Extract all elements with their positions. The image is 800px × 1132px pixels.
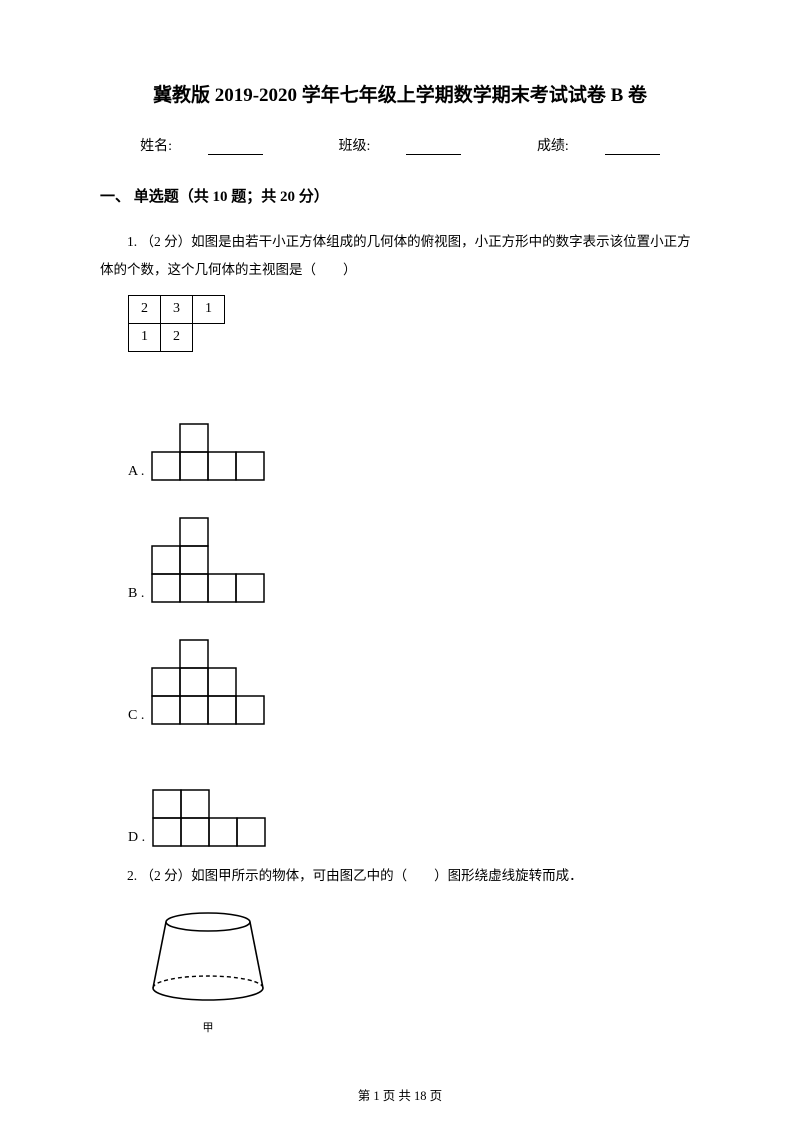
choice-figure-A xyxy=(150,366,266,482)
section-1-heading: 一、 单选题（共 10 题；共 20 分） xyxy=(100,185,700,206)
grid-cell: 1 xyxy=(193,295,225,323)
grid-cell: 3 xyxy=(161,295,193,323)
question-2-text: 2. （2 分）如图甲所示的物体，可由图乙中的（ ）图形绕虚线旋转而成． xyxy=(100,862,700,890)
class-blank xyxy=(406,141,461,155)
choice-figure-C xyxy=(150,610,266,726)
grid-cell: 2 xyxy=(161,323,193,351)
choice-figure-B xyxy=(150,488,266,604)
score-label: 成绩: xyxy=(537,139,569,154)
q1-top-view-grid: 23112 xyxy=(128,295,700,352)
grid-cell xyxy=(193,323,225,351)
score-field: 成绩: xyxy=(519,139,678,154)
grid-cell: 1 xyxy=(129,323,161,351)
q2-figure-cup: 甲 xyxy=(138,908,278,1035)
choice-label-B: B . xyxy=(128,586,144,604)
name-label: 姓名: xyxy=(140,139,172,154)
score-blank xyxy=(605,141,660,155)
page-footer: 第 1 页 共 18 页 xyxy=(0,1085,800,1104)
choice-D: D . xyxy=(128,732,700,848)
student-info-line: 姓名: 班级: 成绩: xyxy=(100,135,700,155)
choice-A: A . xyxy=(128,366,700,482)
choice-label-A: A . xyxy=(128,464,144,482)
class-field: 班级: xyxy=(321,139,480,154)
class-label: 班级: xyxy=(339,139,371,154)
question-1-text: 1. （2 分）如图是由若干小正方体组成的几何体的俯视图，小正方形中的数字表示该… xyxy=(100,228,700,285)
grid-cell: 2 xyxy=(129,295,161,323)
name-field: 姓名: xyxy=(122,139,281,154)
choice-figure-D xyxy=(151,732,267,848)
q2-figure-caption: 甲 xyxy=(138,1019,278,1035)
name-blank xyxy=(208,141,263,155)
choice-C: C . xyxy=(128,610,700,726)
choice-label-D: D . xyxy=(128,830,145,848)
choice-B: B . xyxy=(128,488,700,604)
exam-title: 冀教版 2019-2020 学年七年级上学期数学期末考试试卷 B 卷 xyxy=(100,80,700,107)
choice-label-C: C . xyxy=(128,708,144,726)
